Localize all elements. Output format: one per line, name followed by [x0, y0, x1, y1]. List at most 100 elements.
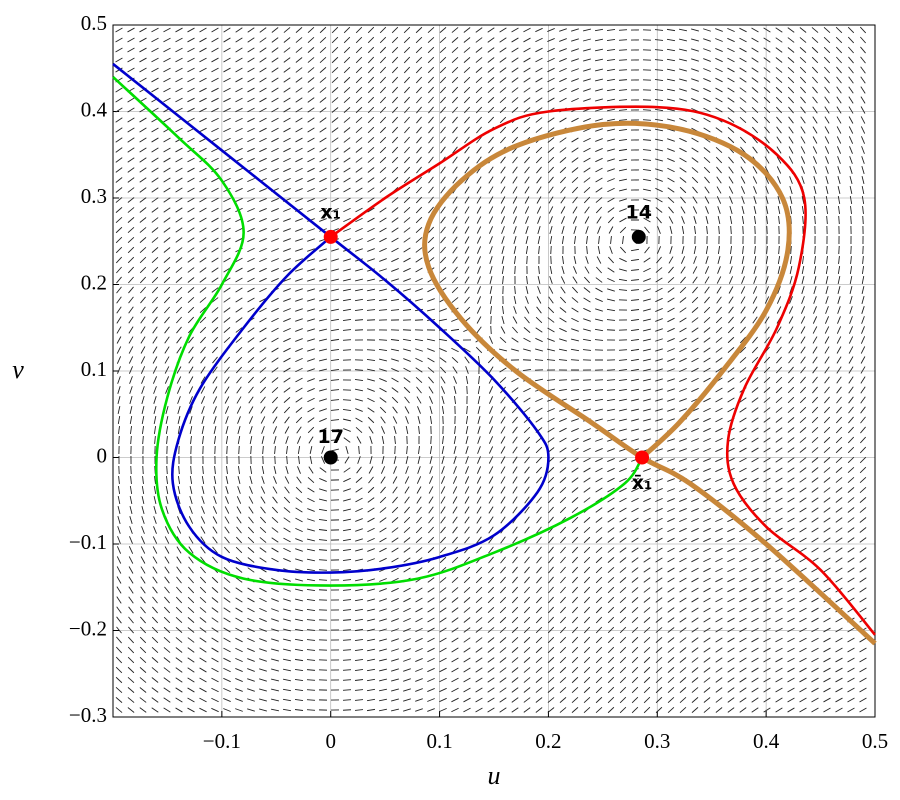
field-arrow — [715, 107, 723, 113]
field-arrow — [800, 116, 806, 124]
field-arrow — [439, 697, 447, 703]
field-arrow — [115, 177, 123, 183]
field-arrow — [548, 206, 554, 214]
field-arrow — [355, 177, 363, 183]
field-arrow — [223, 257, 231, 263]
field-arrow — [199, 217, 207, 223]
field-arrow — [116, 606, 122, 614]
field-arrow — [703, 337, 711, 343]
field-arrow — [571, 68, 579, 72]
field-arrow — [355, 487, 363, 493]
field-arrow — [751, 57, 759, 63]
field-arrow — [859, 707, 867, 713]
field-arrow — [619, 646, 627, 654]
field-arrow — [799, 627, 807, 633]
field-arrow — [789, 176, 793, 184]
field-arrow — [117, 495, 121, 505]
field-arrow — [763, 467, 771, 473]
field-arrow — [583, 48, 591, 52]
field-arrow — [127, 57, 135, 63]
field-arrow — [464, 356, 470, 364]
field-arrow — [248, 386, 254, 394]
field-arrow — [619, 428, 627, 432]
field-arrow — [838, 205, 840, 215]
field-arrow — [678, 28, 688, 32]
field-arrow — [703, 87, 711, 93]
field-arrow — [141, 415, 145, 425]
field-arrow — [787, 667, 795, 673]
field-arrow — [440, 186, 446, 194]
field-arrow — [259, 277, 267, 283]
field-arrow — [200, 536, 206, 544]
field-arrow — [354, 378, 364, 382]
field-arrow — [391, 237, 399, 243]
field-arrow — [513, 216, 517, 224]
field-arrow — [715, 487, 723, 493]
field-arrow — [583, 447, 591, 453]
field-arrow — [271, 386, 279, 394]
field-arrow — [271, 77, 279, 83]
field-arrow — [367, 207, 375, 213]
field-arrow — [152, 556, 158, 564]
field-arrow — [406, 445, 408, 455]
field-arrow — [823, 667, 831, 673]
field-arrow — [607, 418, 615, 422]
field-arrow — [249, 476, 253, 484]
field-arrow — [342, 349, 352, 351]
field-arrow — [825, 296, 829, 304]
field-arrow — [463, 637, 471, 643]
field-arrow — [595, 287, 603, 293]
field-arrow — [548, 186, 554, 194]
field-arrow — [860, 416, 866, 424]
field-arrow — [440, 506, 446, 514]
field-arrow — [548, 576, 554, 584]
field-arrow — [211, 707, 219, 713]
field-arrow — [823, 436, 831, 444]
field-arrow — [427, 246, 435, 254]
field-arrow — [487, 356, 495, 364]
field-arrow — [379, 106, 387, 114]
field-arrow — [595, 148, 603, 152]
field-arrow — [151, 227, 159, 233]
field-arrow — [211, 157, 219, 163]
field-arrow — [261, 426, 265, 434]
field-arrow — [739, 507, 747, 513]
field-arrow — [200, 356, 206, 364]
field-arrow — [836, 356, 842, 364]
field-arrow — [823, 497, 831, 503]
field-arrow — [763, 387, 771, 393]
field-arrow — [489, 236, 493, 244]
field-arrow — [464, 536, 470, 544]
field-arrow — [739, 27, 747, 33]
field-arrow — [378, 688, 388, 692]
field-arrow — [788, 106, 794, 114]
field-arrow — [379, 387, 387, 393]
field-arrow — [403, 698, 411, 702]
field-arrow — [488, 476, 494, 484]
field-arrow — [235, 47, 243, 53]
field-arrow — [800, 376, 806, 384]
field-arrow — [667, 537, 675, 543]
field-arrow — [453, 466, 457, 474]
field-arrow — [630, 299, 640, 301]
field-arrow — [597, 226, 601, 234]
field-arrow — [524, 316, 530, 324]
field-arrow — [654, 69, 664, 71]
field-arrow — [139, 626, 147, 634]
field-arrow — [211, 346, 219, 354]
field-arrow — [561, 226, 565, 234]
field-arrow — [523, 107, 531, 113]
field-arrow — [499, 637, 507, 643]
field-arrow — [849, 195, 853, 205]
field-arrow — [594, 398, 604, 402]
field-arrow — [595, 108, 603, 112]
field-arrow — [799, 517, 807, 523]
field-arrow — [787, 587, 795, 593]
field-arrow — [118, 425, 120, 435]
field-arrow — [415, 607, 423, 613]
field-arrow — [247, 648, 255, 652]
field-arrow — [583, 297, 591, 303]
field-arrow — [523, 677, 531, 683]
field-arrow — [787, 86, 795, 94]
field-arrow — [439, 667, 447, 673]
